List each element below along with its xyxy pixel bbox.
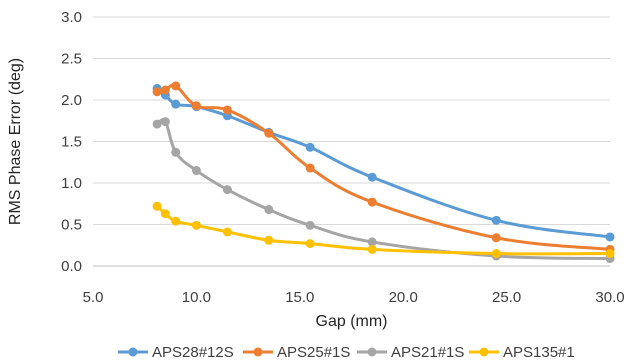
data-point xyxy=(171,216,181,226)
y-tick-label: 3.0 xyxy=(61,9,82,26)
data-point xyxy=(160,209,170,219)
gridlines xyxy=(93,16,610,267)
y-axis-label: RMS Phase Error (deg) xyxy=(7,58,24,225)
series-group xyxy=(152,81,615,264)
data-point xyxy=(222,105,232,115)
y-tick-label: 2.0 xyxy=(61,92,82,109)
data-point xyxy=(605,249,615,259)
y-tick-label: 0.0 xyxy=(61,258,82,275)
data-point xyxy=(305,142,315,152)
legend-marker xyxy=(479,347,489,357)
data-point xyxy=(152,87,162,97)
legend-marker xyxy=(367,347,377,357)
x-tick-label: 10.0 xyxy=(182,289,211,306)
legend-label: APS28#12S xyxy=(152,344,234,361)
x-tick-label: 15.0 xyxy=(285,289,314,306)
data-point xyxy=(305,163,315,173)
data-point xyxy=(152,201,162,211)
data-point xyxy=(264,205,274,215)
data-point xyxy=(222,227,232,237)
legend-marker xyxy=(253,347,263,357)
data-point xyxy=(491,249,501,259)
legend-label: APS135#1 xyxy=(503,344,575,361)
x-tick-label: 20.0 xyxy=(389,289,418,306)
x-tick-label: 25.0 xyxy=(492,289,521,306)
y-tick-label: 1.0 xyxy=(61,175,82,192)
data-point xyxy=(160,117,170,127)
y-tick-label: 0.5 xyxy=(61,217,82,234)
data-point xyxy=(264,235,274,245)
legend-label: APS21#1S xyxy=(391,344,464,361)
data-point xyxy=(305,220,315,230)
x-axis-ticks: 5.0 10.0 15.0 20.0 25.0 30.0 xyxy=(83,289,625,306)
legend: APS28#12S APS25#1S APS21#1S APS135#1 xyxy=(118,344,575,361)
data-point xyxy=(160,85,170,95)
data-point xyxy=(491,233,501,243)
y-tick-label: 1.5 xyxy=(61,134,82,151)
x-axis-label: Gap (mm) xyxy=(316,313,388,330)
data-point xyxy=(171,147,181,157)
data-point xyxy=(222,185,232,195)
data-point xyxy=(605,232,615,242)
data-point xyxy=(171,81,181,91)
data-point xyxy=(152,119,162,129)
data-point xyxy=(367,237,377,247)
data-point xyxy=(191,166,201,176)
data-point xyxy=(171,99,181,109)
data-point xyxy=(367,244,377,254)
data-point xyxy=(367,172,377,182)
data-point xyxy=(191,220,201,230)
legend-label: APS25#1S xyxy=(277,344,350,361)
data-point xyxy=(264,128,274,138)
y-axis-ticks: 0.0 0.5 1.0 1.5 2.0 2.5 3.0 xyxy=(61,9,82,275)
data-point xyxy=(191,101,201,111)
data-point xyxy=(305,239,315,249)
legend-marker xyxy=(128,347,138,357)
data-point xyxy=(491,215,501,225)
x-tick-label: 5.0 xyxy=(83,289,104,306)
data-point xyxy=(367,197,377,207)
x-tick-label: 30.0 xyxy=(595,289,624,306)
y-tick-label: 2.5 xyxy=(61,51,82,68)
